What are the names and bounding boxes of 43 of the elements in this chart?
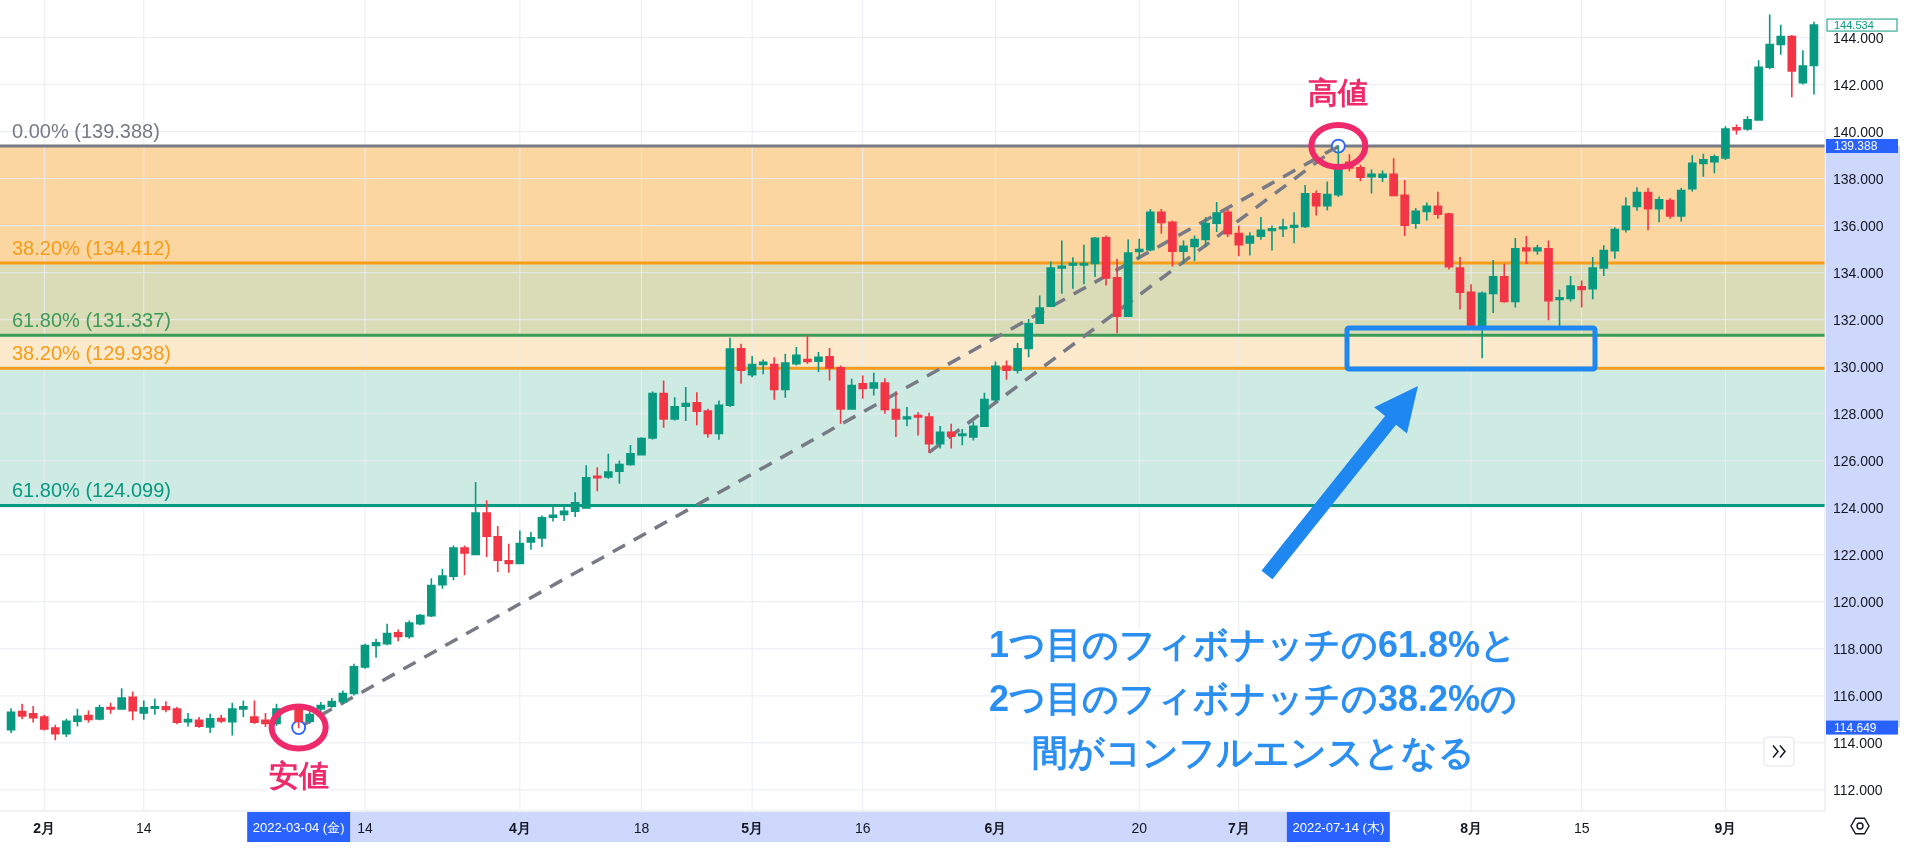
text: 114.649 <box>1834 720 1877 735</box>
x-tick-label: 20 <box>1131 819 1148 836</box>
y-tick-label: 120.000 <box>1833 593 1884 610</box>
text: 139.388 <box>1834 139 1878 154</box>
x-tick-label: 14 <box>136 819 152 836</box>
x-tick-label: 15 <box>1573 819 1590 836</box>
ref-line-label: 38.20% (129.938) <box>12 342 172 365</box>
text: 144.534 <box>1834 19 1874 32</box>
y-tick-label: 124.000 <box>1833 499 1884 516</box>
x-tick-label: 8月 <box>1460 819 1482 836</box>
y-tick-label: 134.000 <box>1833 264 1884 281</box>
y-tick-label: 142.000 <box>1833 76 1884 93</box>
annotation: 高値 <box>1308 75 1369 109</box>
y-tick-label: 112.000 <box>1833 781 1883 798</box>
y-tick-label: 144.000 <box>1833 29 1884 46</box>
x-tick-label: 18 <box>633 819 650 836</box>
y-tick-label: 122.000 <box>1833 546 1884 563</box>
y-tick-label: 116.000 <box>1833 687 1883 704</box>
y-tick-label: 140.000 <box>1833 123 1884 140</box>
x-tick-label: 6月 <box>984 819 1007 836</box>
x-tick-label: 9月 <box>1714 819 1737 836</box>
y-tick-label: 138.000 <box>1833 170 1884 187</box>
y-tick-label: 132.000 <box>1833 311 1884 328</box>
ref-line-label: 0.00% (139.388) <box>12 120 160 143</box>
x-tick-label: 4月 <box>508 819 531 836</box>
y-tick-label: 130.000 <box>1833 358 1884 375</box>
annotation: 1つ目のフィボナッチの61.8%と2つ目のフィボナッチの38.2%の間がコンフルエンスとなる <box>988 623 1518 773</box>
y-tick-label: 118.000 <box>1833 640 1883 657</box>
x-tick-label: 16 <box>854 819 871 836</box>
y-tick-label: 114.000 <box>1833 734 1883 751</box>
x-tick-label: 2022-07-14 (木) <box>1292 820 1385 835</box>
y-tick-label: 136.000 <box>1833 217 1884 234</box>
x-tick-label: 14 <box>357 819 373 836</box>
y-tick-label: 128.000 <box>1833 405 1884 422</box>
ref-line-label: 61.80% (131.337) <box>12 309 172 332</box>
x-tick-label: 7月 <box>1227 819 1250 836</box>
ref-line-label: 61.80% (124.099) <box>12 479 172 502</box>
x-tick-label: 5月 <box>741 819 764 836</box>
x-tick-label: 2022-03-04 (金) <box>252 820 345 835</box>
x-tick-label: 2月 <box>33 819 56 836</box>
y-tick-label: 126.000 <box>1833 452 1884 469</box>
annotation: 安値 <box>268 759 329 793</box>
ref-line-label: 38.20% (134.412) <box>12 237 172 259</box>
